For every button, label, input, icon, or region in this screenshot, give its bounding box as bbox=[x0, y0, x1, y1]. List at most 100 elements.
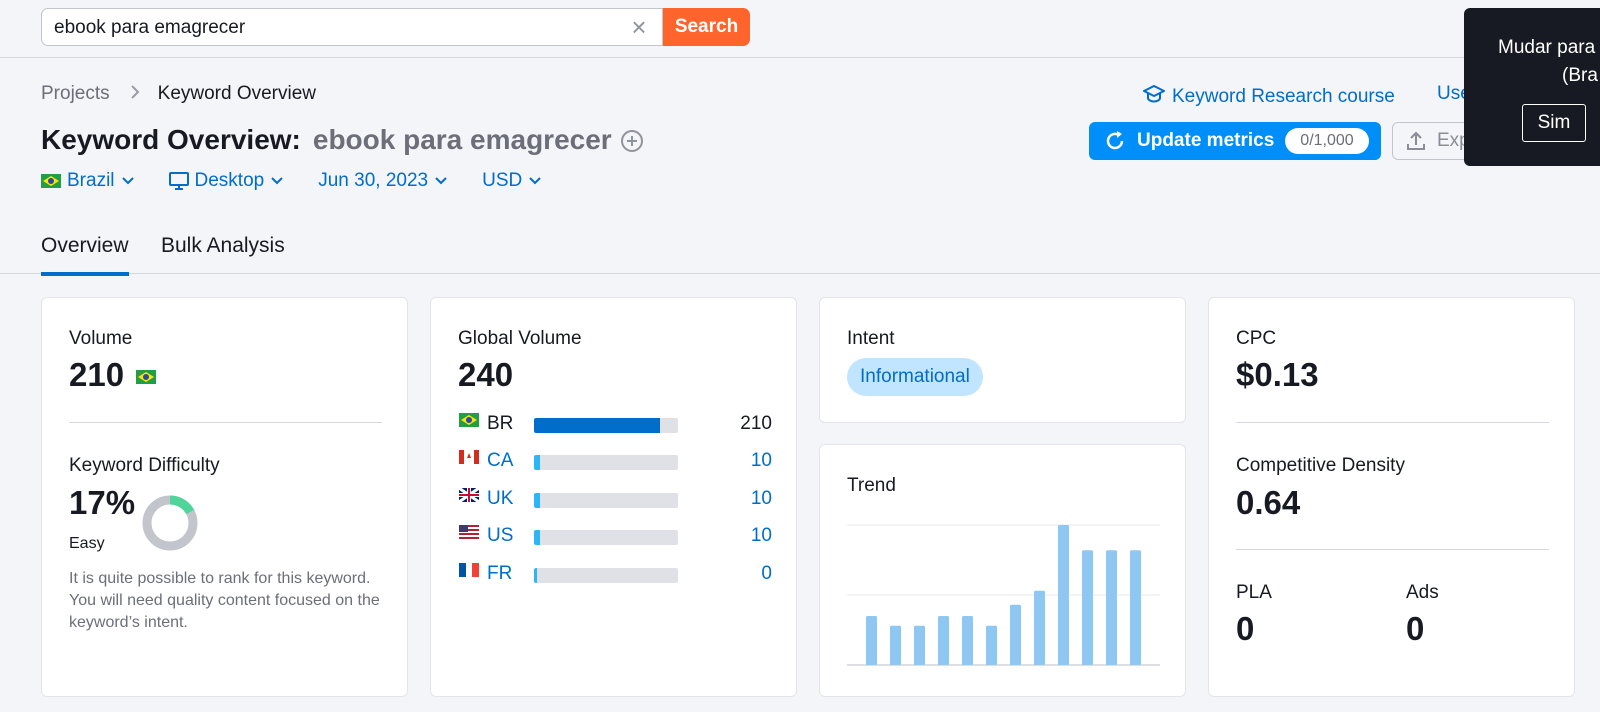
date-filter-label: Jun 30, 2023 bbox=[318, 170, 429, 191]
intent-badge: Informational bbox=[847, 358, 983, 396]
volume-bar bbox=[534, 455, 678, 470]
popup-line-1: Mudar para bbox=[1498, 37, 1596, 58]
global-volume-card: Global Volume 240 BR 210 CA 10 UK 10 US 10 FR 0 bbox=[430, 297, 797, 697]
chevron-down-icon bbox=[435, 177, 447, 185]
date-filter[interactable]: Jun 30, 2023 bbox=[318, 170, 448, 192]
breadcrumb-projects[interactable]: Projects bbox=[41, 83, 110, 104]
global-volume-row-br: BR 210 bbox=[459, 413, 772, 435]
trend-bar[interactable] bbox=[890, 625, 901, 665]
trend-bar[interactable] bbox=[1082, 550, 1093, 665]
popup-confirm-button[interactable]: Sim bbox=[1522, 104, 1586, 142]
volume-bar bbox=[534, 418, 678, 433]
trend-bar[interactable] bbox=[1034, 590, 1045, 665]
divider bbox=[69, 422, 382, 423]
breadcrumb-current: Keyword Overview bbox=[157, 83, 317, 104]
cpc-value: $0.13 bbox=[1236, 356, 1319, 393]
ca-flag-icon bbox=[459, 450, 479, 464]
search-button[interactable]: Search bbox=[663, 8, 750, 46]
divider bbox=[1236, 549, 1549, 550]
brazil-flag-icon bbox=[136, 370, 156, 384]
trend-bar[interactable] bbox=[914, 625, 925, 665]
intent-label: Intent bbox=[847, 328, 895, 349]
chevron-down-icon bbox=[121, 177, 134, 185]
country-code[interactable]: CA bbox=[487, 450, 514, 471]
breadcrumb: Projects Keyword Overview bbox=[41, 83, 316, 105]
popup-message: Mudar para (Bra bbox=[1498, 34, 1600, 90]
country-volume: 210 bbox=[740, 413, 772, 434]
competitive-density-label: Competitive Density bbox=[1236, 455, 1405, 476]
volume-bar bbox=[534, 530, 678, 545]
country-volume[interactable]: 0 bbox=[761, 563, 772, 584]
currency-filter-label: USD bbox=[482, 170, 523, 191]
pla-value: 0 bbox=[1236, 610, 1255, 647]
volume-card: Volume 210 Keyword Difficulty 17% Easy I… bbox=[41, 297, 408, 697]
search-box: × bbox=[41, 8, 663, 46]
volume-bar-fill bbox=[534, 418, 660, 433]
fr-flag-icon bbox=[459, 563, 479, 577]
country-code[interactable]: FR bbox=[487, 563, 513, 584]
keyword-research-course-link[interactable]: Keyword Research course bbox=[1142, 83, 1395, 111]
tab-bulk-analysis[interactable]: Bulk Analysis bbox=[161, 234, 285, 257]
country-code: BR bbox=[487, 413, 514, 434]
graduation-cap-icon bbox=[1142, 83, 1166, 111]
divider bbox=[1236, 422, 1549, 423]
add-to-list-icon[interactable] bbox=[620, 128, 644, 152]
country-filter-label: Brazil bbox=[67, 170, 115, 191]
volume-label: Volume bbox=[69, 328, 133, 349]
language-switch-popup: Mudar para (Bra Sim bbox=[1464, 8, 1600, 166]
cpc-label: CPC bbox=[1236, 328, 1277, 349]
upload-icon bbox=[1407, 131, 1425, 150]
kd-donut-chart bbox=[142, 495, 198, 551]
trend-bar[interactable] bbox=[1010, 604, 1021, 665]
device-filter[interactable]: Desktop bbox=[168, 170, 285, 192]
update-metrics-label: Update metrics bbox=[1137, 130, 1275, 151]
keyword-difficulty-level: Easy bbox=[69, 535, 105, 552]
trend-label: Trend bbox=[847, 475, 896, 496]
global-volume-row-ca: CA 10 bbox=[459, 450, 772, 472]
user-manual-link[interactable]: Use bbox=[1437, 83, 1471, 104]
country-code[interactable]: US bbox=[487, 525, 514, 546]
volume-bar-fill bbox=[534, 455, 540, 470]
us-flag-icon bbox=[459, 525, 479, 539]
refresh-icon bbox=[1103, 129, 1127, 153]
trend-bar[interactable] bbox=[1106, 550, 1117, 665]
currency-filter[interactable]: USD bbox=[482, 170, 542, 192]
chevron-down-icon bbox=[271, 177, 283, 185]
volume-bar bbox=[534, 568, 678, 583]
trend-bar[interactable] bbox=[866, 616, 877, 665]
volume-bar-fill bbox=[534, 493, 540, 508]
trend-bar[interactable] bbox=[962, 616, 973, 665]
trend-bar[interactable] bbox=[1130, 550, 1141, 665]
trend-card: Trend bbox=[819, 444, 1186, 697]
pla-label: PLA bbox=[1236, 582, 1272, 603]
global-volume-label: Global Volume bbox=[458, 328, 582, 349]
tab-overview[interactable]: Overview bbox=[41, 234, 129, 276]
desktop-icon bbox=[168, 172, 189, 190]
volume-bar bbox=[534, 493, 678, 508]
trend-bar[interactable] bbox=[986, 625, 997, 665]
br-flag-icon bbox=[459, 413, 479, 427]
search-input[interactable] bbox=[54, 16, 594, 40]
country-filter[interactable]: Brazil bbox=[41, 170, 135, 192]
export-label: Exp bbox=[1437, 130, 1470, 151]
update-metrics-button[interactable]: Update metrics 0/1,000 bbox=[1089, 122, 1381, 160]
chevron-right-icon bbox=[130, 84, 140, 105]
top-search-bar: × Search bbox=[0, 0, 1600, 58]
country-volume[interactable]: 10 bbox=[750, 488, 772, 509]
filters-bar: Brazil Desktop Jun 30, 2023 USD bbox=[41, 170, 576, 192]
country-code[interactable]: UK bbox=[487, 488, 514, 509]
trend-bar[interactable] bbox=[938, 616, 949, 665]
volume-value: 210 bbox=[69, 356, 125, 393]
global-volume-row-fr: FR 0 bbox=[459, 563, 772, 585]
country-volume[interactable]: 10 bbox=[750, 450, 772, 471]
global-volume-value: 240 bbox=[458, 356, 514, 393]
ads-label: Ads bbox=[1406, 582, 1439, 603]
tabs-bar: Overview Bulk Analysis bbox=[0, 226, 1600, 276]
clear-search-icon[interactable]: × bbox=[631, 12, 647, 42]
country-volume[interactable]: 10 bbox=[750, 525, 772, 546]
trend-bar[interactable] bbox=[1058, 525, 1069, 665]
page-title: Keyword Overview: ebook para emagrecer bbox=[41, 124, 644, 156]
volume-bar-fill bbox=[534, 568, 537, 583]
global-volume-row-uk: UK 10 bbox=[459, 488, 772, 510]
update-metrics-counter: 0/1,000 bbox=[1285, 128, 1369, 154]
